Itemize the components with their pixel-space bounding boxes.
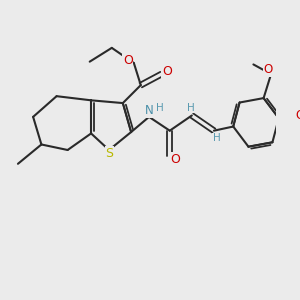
Text: H: H — [156, 103, 164, 113]
Text: O: O — [123, 54, 133, 67]
Text: H: H — [213, 134, 220, 143]
Text: O: O — [162, 65, 172, 78]
Text: S: S — [106, 147, 114, 160]
Text: O: O — [263, 64, 272, 76]
Text: O: O — [170, 153, 180, 166]
Text: O: O — [296, 109, 300, 122]
Text: N: N — [145, 104, 154, 117]
Text: H: H — [188, 103, 195, 113]
